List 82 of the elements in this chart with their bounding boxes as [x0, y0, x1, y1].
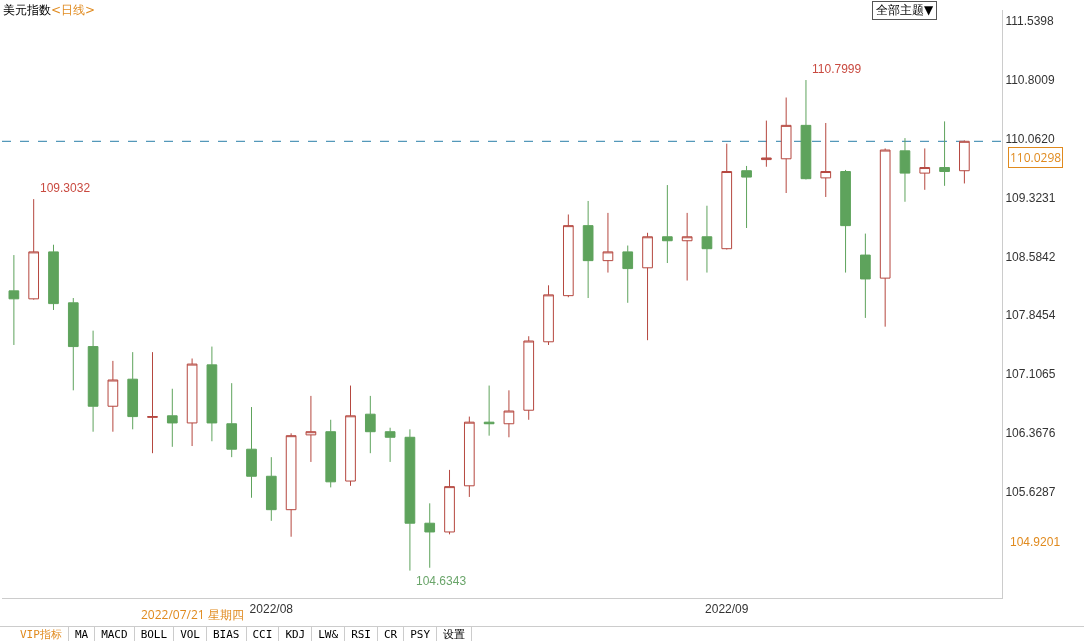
x-tick-label: 2022/09 [705, 602, 749, 617]
x-tick-label: 2022/08 [249, 602, 294, 617]
annotation: 104.6343 [416, 574, 467, 588]
candlestick [721, 143, 733, 250]
text: 设置 [437, 627, 473, 641]
y-tick-label: 108.5842 [1005, 249, 1056, 264]
candlestick [681, 212, 693, 282]
candlestick [463, 416, 475, 498]
candlestick [543, 284, 554, 346]
candlestick [840, 169, 851, 274]
candlestick [800, 79, 812, 180]
candlestick [87, 330, 99, 433]
y-tick-label: 106.3676 [1005, 425, 1056, 440]
chart-title: 美元指数 [3, 3, 51, 17]
y-tick-label: 107.8454 [1005, 308, 1056, 323]
candlestick [246, 406, 257, 499]
candlestick [959, 139, 970, 184]
candlestick [345, 385, 356, 487]
ref-line-label: 110.0298 [1010, 149, 1062, 166]
candlestick [939, 120, 950, 187]
candlestick [919, 147, 931, 191]
y-tick-label: 105.6287 [1005, 484, 1056, 499]
text: 2022/07/21 星期四 [141, 606, 244, 623]
text: CCI [246, 627, 280, 641]
candlestick [582, 200, 594, 299]
candlestick [622, 245, 634, 304]
text: BOLL [134, 627, 175, 641]
candlestick [820, 122, 832, 198]
text: KDJ [279, 627, 313, 641]
candlestick [503, 389, 515, 438]
candlestick [147, 351, 158, 454]
candlestick [127, 351, 139, 430]
candlestick [384, 427, 396, 463]
candlestick [879, 147, 891, 328]
text: MA [68, 627, 96, 641]
candlestick [48, 244, 59, 311]
candlestick [523, 335, 535, 421]
candlestick [107, 360, 119, 433]
candlestick [364, 395, 376, 454]
candlestick [305, 395, 317, 463]
candlestick [780, 97, 792, 194]
candlestick [8, 254, 20, 346]
chart-subtitle: <日线> [51, 3, 96, 17]
candlestick [662, 184, 673, 264]
candlestick [701, 205, 713, 274]
candlestick [166, 388, 178, 448]
candlestick [285, 432, 297, 538]
candlestick [899, 137, 911, 203]
candlestick [642, 232, 653, 341]
text: RSI [345, 627, 378, 641]
y-tick-label: 110.0620 [1005, 131, 1055, 146]
candlestick [67, 297, 79, 391]
text: 104.9201 [1010, 535, 1061, 549]
text: VOL [174, 627, 207, 641]
candlestick [186, 358, 198, 447]
text: VIP指标 [14, 627, 69, 641]
candlestick [761, 120, 772, 168]
candlestick [741, 165, 752, 229]
text: MACD [95, 627, 135, 641]
text: BIAS [207, 627, 247, 641]
annotation: 全部主题▼ [872, 1, 938, 20]
candlestick [404, 428, 416, 572]
candlestick [483, 385, 495, 437]
candlestick [206, 346, 218, 442]
y-tick-label: 111.5398 [1005, 14, 1054, 29]
y-tick-label: 110.8009 [1005, 73, 1055, 88]
candlestick [325, 419, 337, 488]
candlestick [265, 456, 277, 522]
text: CR [378, 627, 405, 641]
annotation: 110.7999 [812, 62, 862, 76]
text: LW& [312, 627, 346, 641]
candlestick [444, 469, 455, 535]
text: PSY [404, 627, 438, 641]
candlestick [226, 382, 238, 458]
candlestick [860, 233, 871, 319]
candlestick [28, 198, 40, 301]
candlestick [602, 212, 614, 274]
y-tick-label: 109.3231 [1005, 190, 1056, 205]
annotation: 109.3032 [40, 181, 91, 195]
y-tick-label: 107.1065 [1005, 367, 1056, 382]
candlestick [424, 502, 436, 569]
candlestick [562, 213, 574, 298]
